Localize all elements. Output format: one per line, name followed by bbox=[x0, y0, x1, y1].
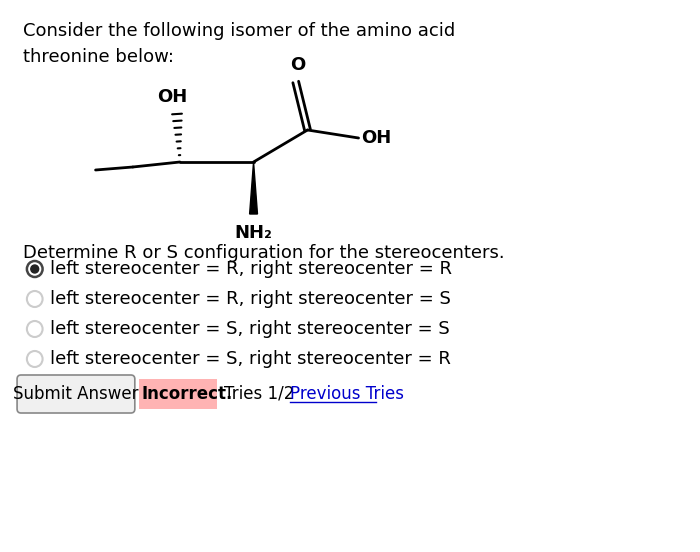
Text: Consider the following isomer of the amino acid
threonine below:: Consider the following isomer of the ami… bbox=[23, 22, 455, 66]
FancyBboxPatch shape bbox=[17, 375, 135, 413]
Text: Previous Tries: Previous Tries bbox=[290, 385, 404, 403]
Text: OH: OH bbox=[361, 129, 392, 147]
Text: left stereocenter = R, right stereocenter = R: left stereocenter = R, right stereocente… bbox=[50, 260, 452, 278]
Text: left stereocenter = R, right stereocenter = S: left stereocenter = R, right stereocente… bbox=[50, 290, 452, 308]
Circle shape bbox=[27, 351, 43, 367]
Text: O: O bbox=[290, 56, 305, 74]
Text: left stereocenter = S, right stereocenter = R: left stereocenter = S, right stereocente… bbox=[50, 350, 452, 368]
Circle shape bbox=[27, 291, 43, 307]
Text: Determine R or S configuration for the stereocenters.: Determine R or S configuration for the s… bbox=[23, 244, 505, 262]
Text: OH: OH bbox=[157, 88, 187, 106]
Circle shape bbox=[27, 261, 43, 277]
FancyBboxPatch shape bbox=[139, 379, 217, 409]
Text: NH₂: NH₂ bbox=[234, 224, 272, 242]
Text: Incorrect.: Incorrect. bbox=[141, 385, 233, 403]
Circle shape bbox=[31, 265, 38, 273]
Text: left stereocenter = S, right stereocenter = S: left stereocenter = S, right stereocente… bbox=[50, 320, 450, 338]
Circle shape bbox=[27, 321, 43, 337]
Text: Tries 1/2: Tries 1/2 bbox=[224, 385, 295, 403]
Text: Submit Answer: Submit Answer bbox=[13, 385, 139, 403]
Polygon shape bbox=[250, 162, 258, 214]
